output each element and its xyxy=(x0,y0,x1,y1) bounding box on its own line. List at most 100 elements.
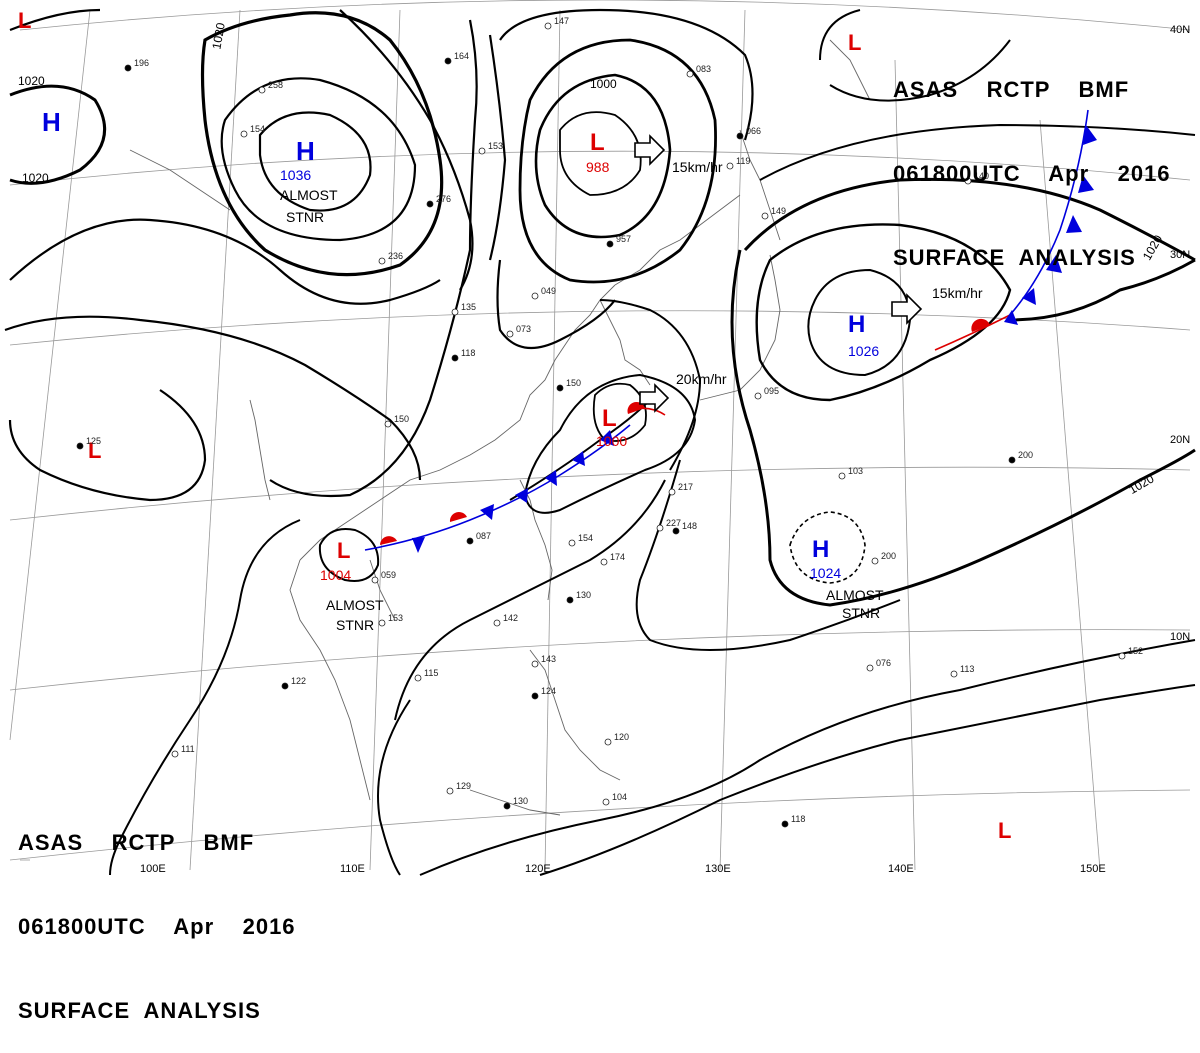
lon-label-110e: 110E xyxy=(340,863,365,875)
station-pressure: 140 xyxy=(974,171,989,181)
station-pressure: 130 xyxy=(576,590,591,600)
high-symbol: H xyxy=(812,536,829,563)
coastlines xyxy=(129,39,871,816)
stationary-note: STNR xyxy=(842,605,880,621)
motion-arrows xyxy=(634,134,923,413)
station-circle-icon xyxy=(378,619,386,627)
station-circle-icon xyxy=(371,576,379,584)
station-circle-icon xyxy=(668,488,676,496)
station-pressure: 125 xyxy=(86,436,101,446)
station-pressure: 143 xyxy=(541,654,556,664)
high-symbol: H xyxy=(848,311,865,338)
front-line-china xyxy=(364,424,631,551)
station-pressure: 149 xyxy=(771,206,786,216)
station-circle-icon xyxy=(866,664,874,672)
station-circle-icon xyxy=(444,57,452,65)
station-pressure: 227 xyxy=(666,518,681,528)
station-pressure: 196 xyxy=(134,58,149,68)
station-circle-icon xyxy=(838,472,846,480)
station-circle-icon xyxy=(606,240,614,248)
station-circle-icon xyxy=(76,442,84,450)
fronts xyxy=(364,109,1097,553)
title-line-1: ASAS RCTP BMF xyxy=(893,77,1130,102)
station-pressure: 130 xyxy=(513,796,528,806)
motion-labels: 15km/hr 20km/hr 15km/hr xyxy=(672,159,983,387)
station-circle-icon xyxy=(1118,652,1126,660)
title-line-3: SURFACE ANALYSIS xyxy=(893,245,1136,270)
station-circle-icon xyxy=(964,177,972,185)
station-pressure: 164 xyxy=(454,51,469,61)
station-pressure: 153 xyxy=(488,141,503,151)
lon-label-130e: 130E xyxy=(705,863,731,875)
station-circle-icon xyxy=(600,558,608,566)
station-circle-icon xyxy=(1008,456,1016,464)
title-line-2: 061800UTC Apr 2016 xyxy=(893,161,1171,186)
lon-label-150e: 150E xyxy=(1080,863,1106,875)
station-circle-icon xyxy=(240,130,248,138)
station-pressure: 135 xyxy=(461,302,476,312)
station-circle-icon xyxy=(568,539,576,547)
low-symbol: L xyxy=(590,129,605,156)
station-pressure: 059 xyxy=(381,570,396,580)
motion-label: 20km/hr xyxy=(676,371,727,387)
station-pressure: 118 xyxy=(461,348,475,358)
station-circle-icon xyxy=(672,527,680,535)
high-symbol: H xyxy=(42,107,61,137)
station-pressure: 087 xyxy=(476,531,491,541)
station-pressure: 122 xyxy=(291,676,306,686)
motion-label: 15km/hr xyxy=(672,159,723,175)
stationary-note: STNR xyxy=(336,617,374,633)
station-circle-icon xyxy=(736,132,744,140)
station-pressure: 258 xyxy=(268,80,283,90)
station-circle-icon xyxy=(258,86,266,94)
title-line-3: SURFACE ANALYSIS xyxy=(18,998,261,1023)
station-pressure: 174 xyxy=(610,552,625,562)
station-pressure: 083 xyxy=(696,64,711,74)
map-title-bottom: ASAS RCTP BMF 061800UTC Apr 2016 SURFACE… xyxy=(18,773,296,1053)
station-pressure: 150 xyxy=(566,378,581,388)
station-pressure: 119 xyxy=(736,156,750,166)
low-pressure: 988 xyxy=(586,159,610,175)
motion-arrow-icon xyxy=(639,383,670,413)
stationary-note: ALMOST xyxy=(280,187,338,203)
station-circle-icon xyxy=(871,557,879,565)
front-line-east xyxy=(1009,109,1089,316)
station-pressure: 111 xyxy=(181,744,195,754)
station-pressure: 066 xyxy=(746,126,761,136)
motion-label: 15km/hr xyxy=(932,285,983,301)
low-symbol: L xyxy=(998,818,1011,843)
stationary-note: ALMOST xyxy=(826,587,884,603)
station-circle-icon xyxy=(171,750,179,758)
station-circle-icon xyxy=(426,200,434,208)
isobar-label: 1020 xyxy=(209,21,227,50)
station-pressure: 957 xyxy=(616,234,631,244)
stationary-note: STNR xyxy=(286,209,324,225)
station-circle-icon xyxy=(531,692,539,700)
station-pressure: 147 xyxy=(554,16,569,26)
pressure-systems: H H 1036 H 1026 H 1024 L 988 L 1000 L 10… xyxy=(18,8,1011,843)
station-circle-icon xyxy=(281,682,289,690)
station-pressure: 148 xyxy=(682,521,697,531)
station-circle-icon xyxy=(503,802,511,810)
station-pressure: 276 xyxy=(436,194,451,204)
station-pressure: 115 xyxy=(424,668,438,678)
station-pressure: 217 xyxy=(678,482,693,492)
lat-label-20n: 20N xyxy=(1170,434,1190,446)
station-circle-icon xyxy=(566,596,574,604)
station-pressure: 073 xyxy=(516,324,531,334)
low-symbol: L xyxy=(88,438,101,463)
station-pressure: 103 xyxy=(848,466,863,476)
lat-lon-labels: 40N 30N 20N 10N 100E 110E 120E 130E 140E… xyxy=(140,24,1190,875)
station-pressure: 124 xyxy=(541,686,556,696)
station-circle-icon xyxy=(656,524,664,532)
station-circle-icon xyxy=(686,70,694,78)
station-circle-icon xyxy=(556,384,564,392)
lat-label-10n: 10N xyxy=(1170,631,1190,643)
lon-label-140e: 140E xyxy=(888,863,914,875)
station-circle-icon xyxy=(531,292,539,300)
station-pressure: 104 xyxy=(612,792,627,802)
station-circle-icon xyxy=(414,674,422,682)
low-symbol: L xyxy=(18,8,31,33)
high-pressure: 1026 xyxy=(848,343,879,359)
station-circle-icon xyxy=(531,660,539,668)
